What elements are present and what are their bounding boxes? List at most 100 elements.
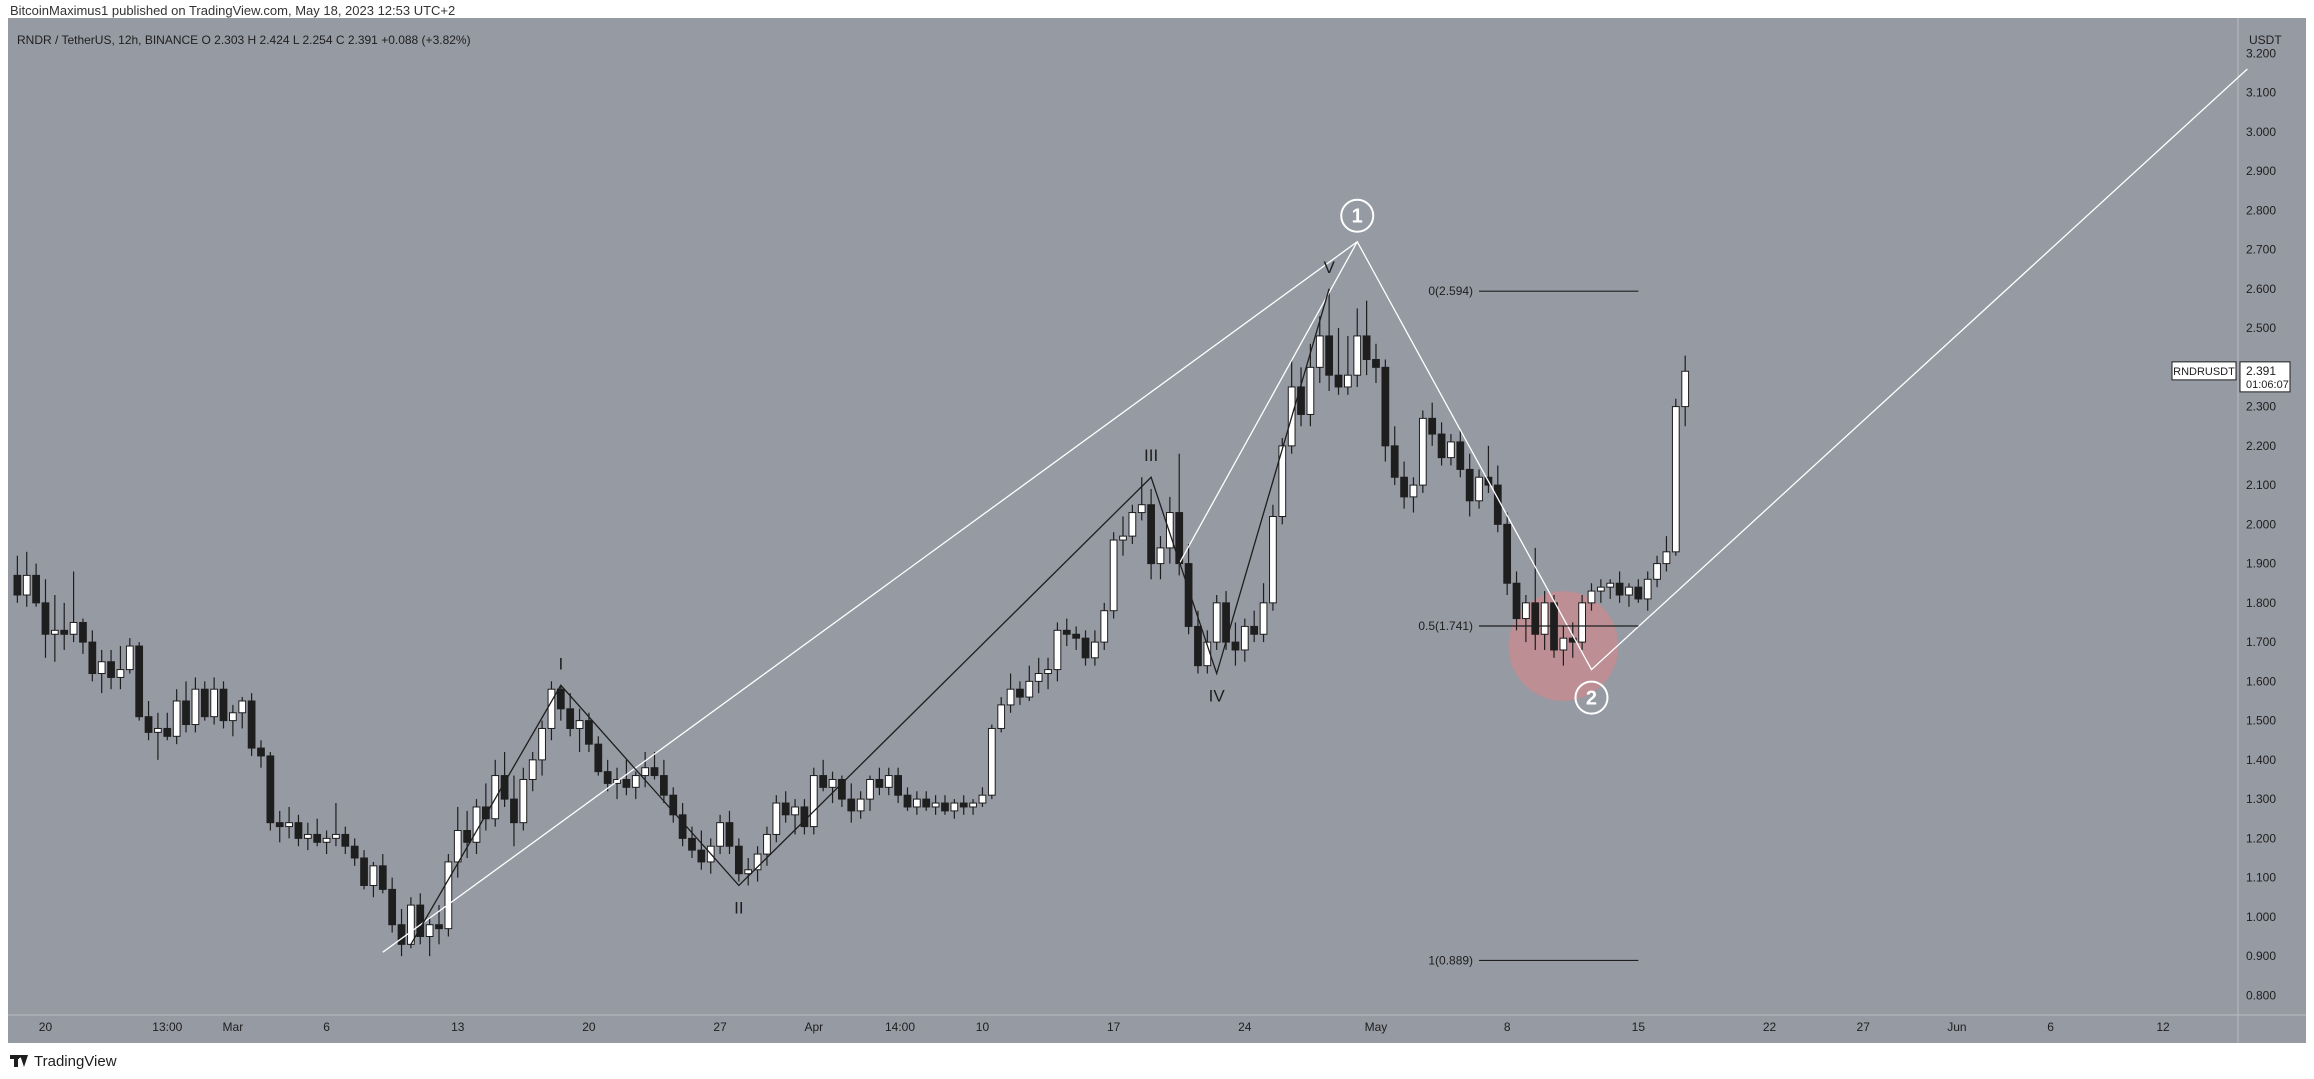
candle-body bbox=[1465, 468, 1474, 502]
y-tick-label: 1.800 bbox=[2246, 596, 2276, 610]
candle-body bbox=[303, 833, 312, 839]
candle-body bbox=[1456, 441, 1465, 470]
candle-body bbox=[772, 802, 781, 835]
y-tick-label: 3.000 bbox=[2246, 125, 2276, 139]
candle-body bbox=[116, 669, 125, 678]
axis-corner bbox=[2238, 1015, 2306, 1043]
candle-body bbox=[266, 755, 275, 824]
candle-body bbox=[1044, 669, 1052, 675]
candle-body bbox=[191, 688, 200, 726]
candle-body bbox=[313, 833, 322, 843]
candle-body bbox=[22, 574, 31, 596]
candle-body bbox=[1409, 484, 1418, 498]
candle-body bbox=[1269, 516, 1277, 604]
candle-body bbox=[688, 837, 696, 851]
candle-body bbox=[219, 688, 228, 722]
y-tick-label: 1.600 bbox=[2246, 674, 2276, 688]
candle-body bbox=[182, 700, 190, 726]
candle-body bbox=[547, 688, 556, 729]
candle-body bbox=[987, 727, 996, 796]
candle-body bbox=[519, 778, 528, 824]
wave-line-black bbox=[410, 288, 1330, 945]
candle-body bbox=[1475, 476, 1483, 502]
candle-body bbox=[378, 865, 387, 890]
candle-body bbox=[585, 720, 593, 745]
candle-body bbox=[1306, 366, 1315, 415]
time-axis-panel bbox=[8, 1015, 2238, 1043]
candle-body bbox=[725, 822, 734, 847]
candle-body bbox=[463, 830, 471, 843]
candle-body bbox=[1568, 637, 1577, 643]
candle-body bbox=[172, 700, 181, 737]
candle-body bbox=[1212, 602, 1221, 643]
candle-body bbox=[1596, 586, 1605, 592]
candle-body bbox=[1147, 504, 1155, 565]
candle-body bbox=[1034, 673, 1043, 682]
candle-body bbox=[210, 688, 219, 718]
symbol-tag-label: RNDRUSDT bbox=[2173, 366, 2235, 378]
candle-body bbox=[809, 775, 818, 828]
candle-body bbox=[397, 924, 406, 945]
x-tick-label: 14:00 bbox=[885, 1020, 915, 1034]
candle-body bbox=[13, 574, 22, 596]
y-tick-label: 1.100 bbox=[2246, 871, 2276, 885]
y-tick-label: 1.000 bbox=[2246, 910, 2276, 924]
candle-body bbox=[856, 798, 865, 812]
candle-body bbox=[200, 688, 209, 718]
candle-body bbox=[285, 822, 293, 828]
candle-body bbox=[144, 716, 153, 733]
candle-body bbox=[1100, 610, 1109, 643]
candle-body bbox=[1156, 547, 1165, 565]
wave-circle-label: 1 bbox=[1352, 206, 1363, 228]
candle-body bbox=[1400, 476, 1408, 498]
y-tick-label: 2.300 bbox=[2246, 400, 2276, 414]
y-tick-label: 1.200 bbox=[2246, 831, 2276, 845]
candle-body bbox=[781, 802, 790, 816]
candle-body bbox=[69, 621, 78, 635]
candle-body bbox=[753, 853, 762, 871]
candle-body bbox=[1053, 629, 1062, 671]
candle-body bbox=[660, 775, 668, 796]
candle-body bbox=[1231, 641, 1240, 651]
candle-body bbox=[510, 798, 518, 824]
candle-body bbox=[566, 708, 575, 729]
tradingview-brand: TradingView bbox=[34, 1052, 117, 1070]
candle-body bbox=[1512, 582, 1521, 620]
candle-body bbox=[1334, 374, 1343, 388]
candle-body bbox=[453, 830, 462, 863]
candle-body bbox=[1578, 602, 1586, 643]
candle-body bbox=[1091, 641, 1099, 659]
candle-body bbox=[1662, 551, 1671, 565]
candle-body bbox=[1184, 563, 1193, 627]
candle-body bbox=[1194, 625, 1202, 667]
candle-body bbox=[97, 661, 106, 675]
candle-body bbox=[1493, 484, 1502, 525]
y-tick-label: 3.200 bbox=[2246, 46, 2276, 60]
candle-body bbox=[1222, 602, 1230, 643]
candle-body bbox=[369, 865, 378, 886]
x-tick-label: 15 bbox=[1632, 1020, 1646, 1034]
candle-body bbox=[360, 857, 368, 886]
candle-body bbox=[1625, 586, 1633, 596]
y-tick-label: 3.100 bbox=[2246, 86, 2276, 100]
candle-body bbox=[556, 688, 565, 710]
candle-body bbox=[697, 849, 706, 863]
candle-body bbox=[1653, 563, 1661, 580]
candle-body bbox=[435, 924, 443, 930]
candle-body bbox=[79, 621, 87, 643]
y-tick-label: 2.000 bbox=[2246, 517, 2276, 531]
tradingview-logo[interactable]: TradingView bbox=[10, 1050, 117, 1072]
candle-body bbox=[978, 794, 987, 804]
wave-label: III bbox=[1144, 446, 1158, 465]
y-tick-label: 0.900 bbox=[2246, 949, 2276, 963]
y-tick-label: 2.700 bbox=[2246, 243, 2276, 257]
candle-body bbox=[594, 743, 603, 773]
fib-level-label: 0(2.594) bbox=[1428, 284, 1473, 298]
candle-body bbox=[1587, 590, 1596, 604]
candle-body bbox=[819, 775, 828, 788]
candle-body bbox=[734, 845, 743, 875]
candle-body bbox=[1315, 335, 1324, 368]
candle-body bbox=[941, 802, 949, 812]
y-tick-label: 2.200 bbox=[2246, 439, 2276, 453]
